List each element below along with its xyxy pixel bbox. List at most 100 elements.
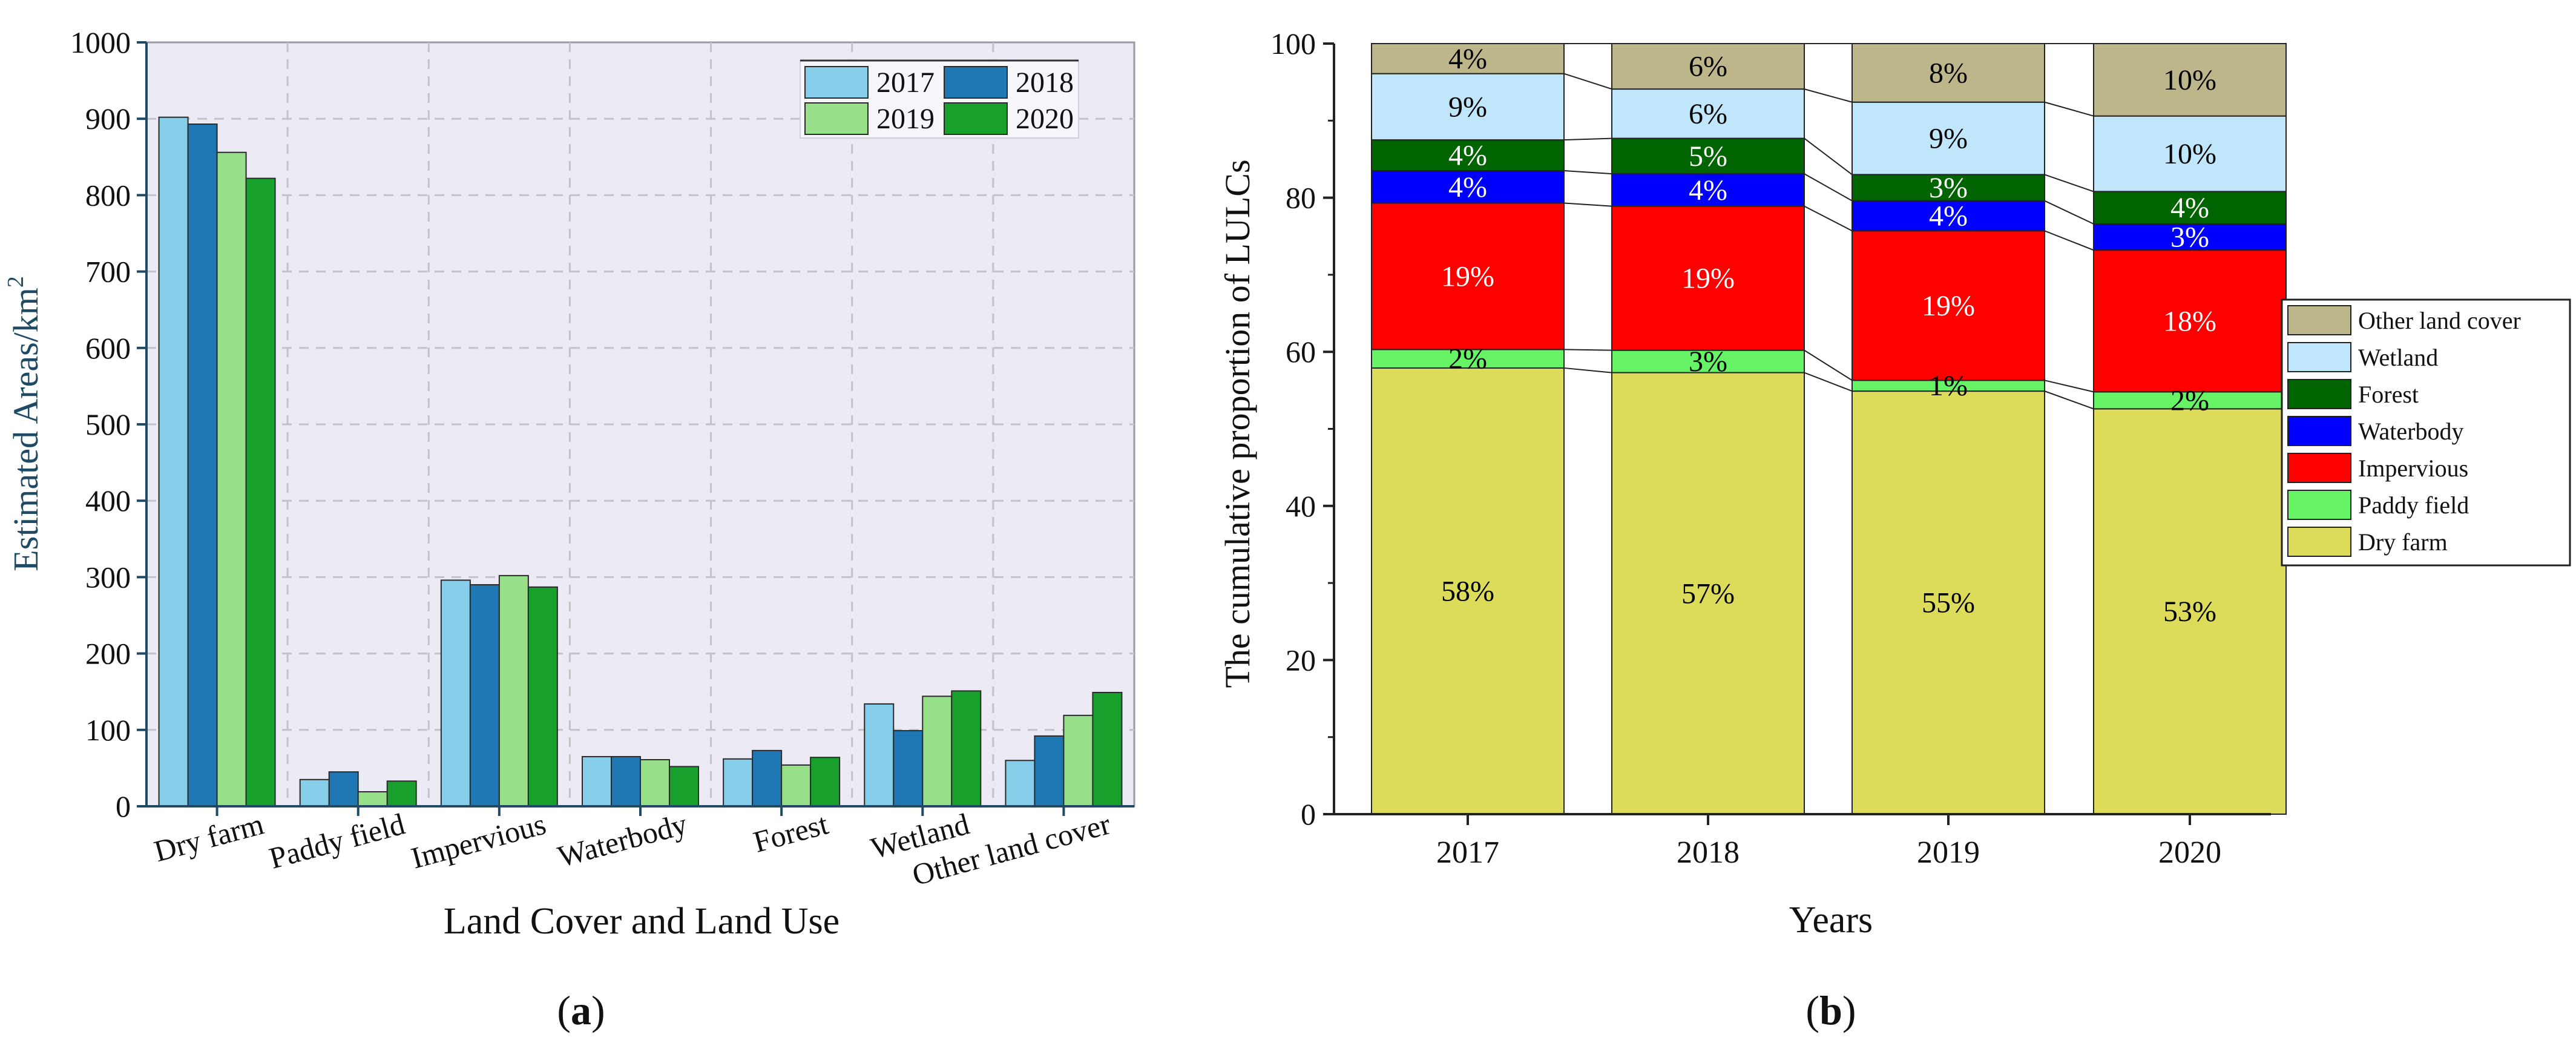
legend-label: Dry farm	[2358, 528, 2448, 556]
bar	[527, 586, 558, 808]
stack-segment	[1371, 43, 1565, 74]
connector-line	[2044, 230, 2094, 251]
stack-segment	[2093, 115, 2287, 192]
bar	[469, 584, 500, 808]
data-label: 10%	[2163, 64, 2216, 96]
legend-swatch	[2287, 305, 2351, 335]
bar	[893, 730, 924, 808]
stack-segment	[1371, 367, 1565, 815]
data-label: 4%	[1448, 171, 1487, 203]
y-axis-label-b: The cumulative proportion of LULCs	[1218, 159, 1257, 688]
connector-line	[2044, 174, 2094, 192]
bar	[1034, 735, 1065, 807]
data-label: 4%	[1448, 43, 1487, 75]
bar	[669, 766, 699, 807]
stack-segment	[1611, 43, 1805, 90]
y-tick-label: 80	[1286, 181, 1316, 215]
x-tick-label: 2017	[1436, 835, 1499, 870]
stack-segment	[1371, 73, 1565, 141]
bar	[245, 177, 276, 807]
x-tick-label: 2020	[2158, 835, 2221, 870]
bar	[216, 151, 247, 807]
bar	[864, 703, 895, 807]
y-tick-label: 100	[1270, 27, 1316, 61]
connector-line	[1804, 349, 1853, 381]
y-tick-label: 60	[1286, 335, 1316, 369]
connector-line	[1563, 170, 1612, 175]
bar	[498, 574, 529, 807]
stack-segment	[1371, 170, 1565, 204]
data-label: 57%	[1681, 577, 1735, 610]
stack-segment	[2093, 223, 2287, 251]
y-tick-label: 500	[85, 407, 131, 441]
connector-line	[1563, 367, 1612, 373]
bar	[386, 780, 417, 808]
bar	[1005, 760, 1036, 808]
data-label: 6%	[1689, 51, 1727, 83]
data-label: 4%	[1689, 174, 1727, 206]
panel-label-a: (a)	[557, 987, 605, 1033]
stack-segment	[1611, 349, 1805, 373]
bar	[611, 755, 641, 807]
legend-swatch	[2287, 342, 2351, 372]
stack-segment	[1852, 200, 2045, 232]
bars-b	[1371, 43, 2287, 815]
data-label: 9%	[1448, 91, 1487, 123]
data-label: 8%	[1929, 57, 1968, 89]
data-label: 2%	[1448, 343, 1487, 375]
bar	[1063, 714, 1094, 808]
stack-segment	[1852, 174, 2045, 202]
chart-panel-b: 58%2%19%4%4%9%4%57%3%19%4%5%6%6%55%1%19%…	[1218, 27, 2571, 1033]
bar	[582, 755, 612, 807]
y-tick-label: 100	[85, 713, 131, 747]
legend-label: Waterbody	[2358, 418, 2464, 445]
stack-segment	[1852, 101, 2045, 176]
x-tick-label: 2019	[1917, 835, 1980, 870]
connector-line	[2044, 390, 2094, 410]
connector-line	[1804, 88, 1853, 103]
connector-line	[1563, 137, 1612, 141]
stack-segment	[1852, 230, 2045, 381]
bar	[440, 579, 471, 807]
legend-label: Forest	[2358, 381, 2419, 408]
legend-swatch	[2287, 379, 2351, 409]
axes-b: 0 20 40 60 80 100 2017 2018 2019 2020	[1270, 27, 2271, 870]
y-tick-label: 300	[85, 560, 131, 594]
legend-b: Other land cover Wetland Forest Waterbody Im…	[2281, 298, 2571, 567]
legend-label: Other land cover	[2358, 307, 2521, 334]
data-label: 53%	[2163, 596, 2216, 628]
legend-label: 2020	[1016, 103, 1074, 135]
legend-swatch	[2287, 490, 2351, 520]
bar	[922, 696, 953, 807]
y-tick-label: 900	[85, 102, 131, 136]
stack-segment	[1371, 139, 1565, 172]
data-label: 19%	[1681, 263, 1735, 295]
x-tick-label: 2018	[1677, 835, 1740, 870]
stack-segment	[1611, 372, 1805, 815]
data-labels-b: 58%2%19%4%4%9%4%57%3%19%4%5%6%6%55%1%19%…	[1441, 43, 2216, 628]
data-label: 10%	[2163, 138, 2216, 170]
bar	[723, 758, 754, 807]
connector-line	[1804, 205, 1853, 232]
data-label: 6%	[1689, 98, 1727, 130]
data-label: 18%	[2163, 305, 2216, 337]
stack-segment	[2093, 249, 2287, 393]
stack-segment	[1611, 88, 1805, 139]
stack-segment	[1852, 390, 2045, 815]
data-label: 4%	[1929, 200, 1968, 232]
y-tick-label: 400	[85, 484, 131, 518]
legend-a: 2017 2018 2019 2020	[800, 59, 1079, 139]
connector-line	[1563, 202, 1612, 207]
data-label: 58%	[1441, 575, 1494, 607]
data-label: 3%	[1689, 346, 1727, 378]
y-tick-label: 40	[1286, 489, 1316, 523]
legend-label: Impervious	[2358, 455, 2468, 482]
connector-line	[2044, 101, 2094, 117]
y-tick-label: 1000	[70, 25, 131, 59]
bar	[328, 771, 359, 807]
connector-line	[1563, 73, 1612, 90]
legend-swatch	[2287, 453, 2351, 483]
x-axis-label-b: Years	[1789, 900, 1873, 941]
